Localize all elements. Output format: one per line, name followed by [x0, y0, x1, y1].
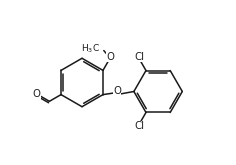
Text: O: O [106, 52, 114, 62]
Text: O: O [33, 89, 41, 99]
Text: O: O [113, 86, 121, 96]
Text: Cl: Cl [134, 121, 144, 131]
Text: Cl: Cl [134, 52, 144, 62]
Text: H$_3$C: H$_3$C [81, 43, 100, 55]
